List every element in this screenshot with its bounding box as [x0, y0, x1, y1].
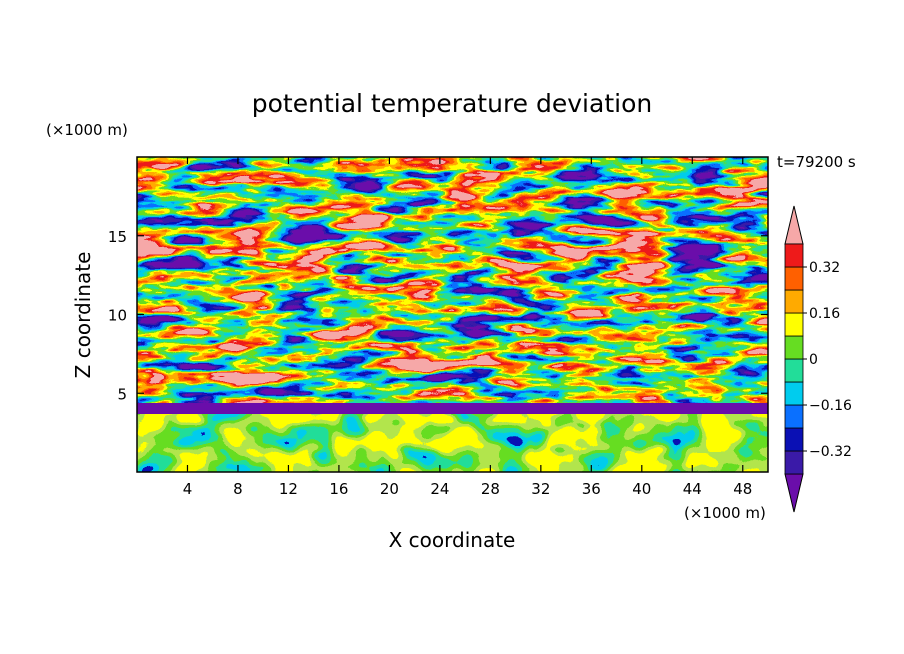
- colorbar-label: 0.32: [809, 260, 840, 276]
- colorbar-segment: [784, 312, 804, 337]
- field-inversion-band: [137, 403, 768, 414]
- x-tick-label: 36: [582, 480, 601, 498]
- colorbar-segment: [784, 358, 804, 383]
- x-tick-label: 16: [329, 480, 348, 498]
- x-axis: 4 8 12 16 20 24 28 32 36 40 44 48: [183, 157, 752, 498]
- chart-title: potential temperature deviation: [252, 89, 652, 118]
- colorbar-extend-min: [784, 473, 804, 513]
- colorbar-label: 0.16: [809, 306, 840, 322]
- y-tick-label: 10: [108, 307, 127, 325]
- colorbar-segment: [784, 450, 804, 475]
- y-tick-label: 15: [108, 228, 127, 246]
- y-tick-label: 5: [117, 385, 127, 403]
- time-label: t=79200 s: [777, 153, 856, 171]
- field-lower: [137, 414, 768, 472]
- colorbar-segment: [784, 404, 804, 429]
- x-tick-label: 28: [481, 480, 500, 498]
- x-tick-label: 32: [531, 480, 550, 498]
- colorbar-segment: [784, 381, 804, 406]
- x-tick-label: 24: [430, 480, 449, 498]
- contour-field: [137, 157, 768, 472]
- x-unit-label: (×1000 m): [684, 504, 766, 522]
- field-upper: [137, 157, 768, 410]
- y-axis: 5 10 15: [108, 228, 768, 403]
- colorbar: 0.32 0.16 0 −0.16 −0.32: [784, 205, 852, 513]
- colorbar-label: −0.32: [809, 444, 852, 460]
- colorbar-extend-max: [784, 205, 804, 245]
- colorbar-segment: [784, 289, 804, 314]
- colorbar-label: 0: [809, 352, 818, 368]
- colorbar-segment: [784, 243, 804, 268]
- x-tick-label: 4: [183, 480, 193, 498]
- colorbar-segment: [784, 266, 804, 291]
- colorbar-label: −0.16: [809, 398, 852, 414]
- x-tick-label: 20: [380, 480, 399, 498]
- x-tick-label: 12: [279, 480, 298, 498]
- colorbar-segment: [784, 427, 804, 452]
- y-axis-label: Z coordinate: [71, 252, 95, 379]
- x-tick-label: 48: [733, 480, 752, 498]
- colorbar-segment: [784, 335, 804, 360]
- x-tick-label: 40: [632, 480, 651, 498]
- x-axis-label: X coordinate: [389, 528, 516, 552]
- x-tick-label: 44: [683, 480, 702, 498]
- x-tick-label: 8: [233, 480, 243, 498]
- y-unit-label: (×1000 m): [46, 121, 128, 139]
